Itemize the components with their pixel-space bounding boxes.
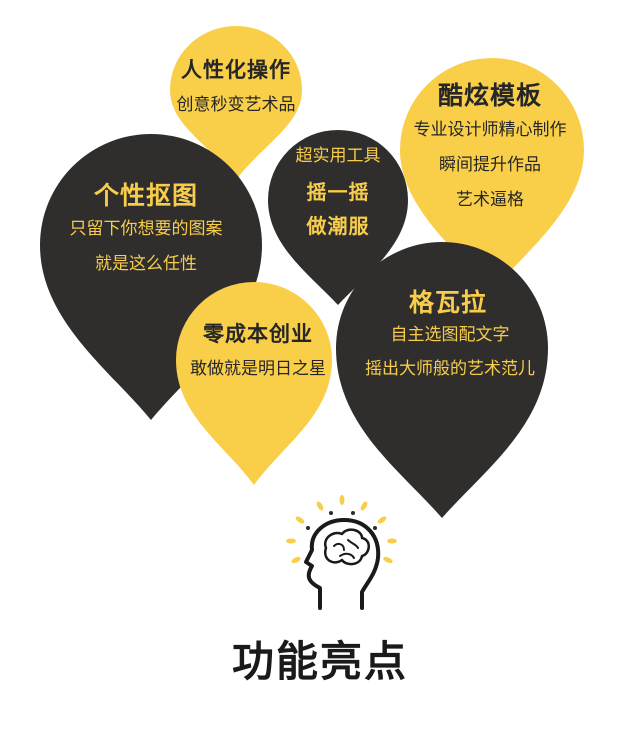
templates-title: 酷炫模板	[437, 81, 543, 110]
brain-head-icon	[286, 495, 397, 610]
templates-line-1: 专业设计师精心制作	[413, 120, 567, 140]
bubble-zerocost	[176, 281, 333, 485]
bubble-templates	[400, 58, 584, 290]
section-title: 功能亮点	[231, 637, 409, 686]
cutout-line-1: 只留下你想要的图案	[69, 219, 223, 239]
humanized-title: 人性化操作	[181, 57, 291, 82]
humanized-line-1: 创意秒变艺术品	[176, 95, 296, 115]
shake-title-2: 做潮服	[306, 214, 370, 238]
templates-line-2: 瞬间提升作品	[439, 155, 541, 175]
shake-title-1: 摇一摇	[306, 180, 370, 204]
bubble-humanized	[169, 25, 302, 180]
gewala-line-1: 自主选图配文字	[390, 325, 510, 345]
bubble-gewala	[336, 242, 548, 518]
zerocost-title: 零成本创业	[203, 321, 313, 346]
bubble-shake	[268, 129, 409, 305]
cutout-line-2: 就是这么任性	[95, 254, 197, 274]
templates-line-3: 艺术逼格	[456, 190, 524, 210]
gewala-line-2: 摇出大师般的艺术范儿	[365, 359, 535, 379]
cutout-title: 个性抠图	[93, 181, 199, 210]
gewala-title: 格瓦拉	[408, 288, 488, 317]
zerocost-line-1: 敢做就是明日之星	[190, 359, 326, 379]
shake-subtitle: 超实用工具	[295, 146, 381, 166]
